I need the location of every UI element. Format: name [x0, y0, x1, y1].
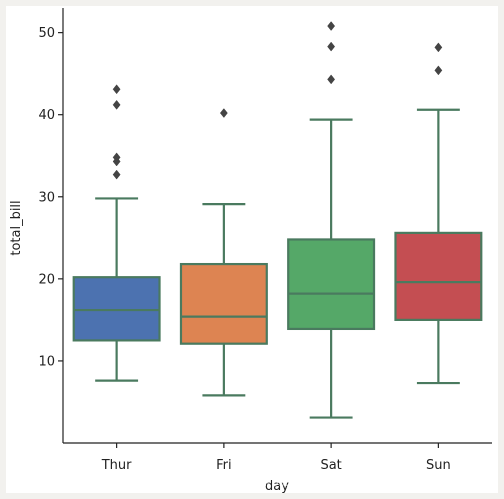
box-group-sun: [394, 42, 483, 385]
y-tick-label: 20: [38, 272, 55, 287]
outlier-point: [327, 21, 336, 31]
outlier-point: [434, 65, 443, 76]
box-iqr: [179, 262, 268, 345]
y-tick-label: 30: [38, 190, 55, 205]
box-iqr: [72, 276, 161, 342]
box-group-fri: [179, 108, 268, 397]
x-tick-label: Fri: [216, 458, 232, 473]
x-tick-label: Thur: [101, 458, 132, 473]
outlier-point: [112, 152, 121, 163]
y-axis-ticks: 10 20 30 40 50: [38, 26, 63, 369]
box-iqr: [287, 238, 376, 331]
plot-area: [72, 21, 483, 419]
outlier-point: [112, 84, 121, 95]
box-group-sat: [287, 21, 376, 419]
y-tick-label: 50: [38, 26, 55, 41]
box-iqr: [394, 231, 483, 321]
y-tick-label: 40: [38, 108, 55, 123]
x-tick-label: Sun: [426, 458, 451, 473]
y-tick-label: 10: [38, 354, 55, 369]
outlier-point: [219, 108, 228, 118]
outlier-point: [327, 41, 336, 52]
watermark-text: https://blog.csdn.net/weixin_41940785: [254, 475, 488, 489]
x-axis-title: day: [265, 479, 289, 494]
outlier-point: [112, 99, 121, 110]
box-group-thur: [72, 84, 161, 382]
x-tick-label: Sat: [320, 458, 341, 473]
x-axis-ticks: Thur Fri Sat Sun: [101, 443, 451, 473]
outlier-point: [112, 169, 121, 180]
outlier-point: [434, 42, 443, 53]
y-axis-title: total_bill: [9, 200, 24, 255]
outlier-point: [327, 74, 336, 85]
